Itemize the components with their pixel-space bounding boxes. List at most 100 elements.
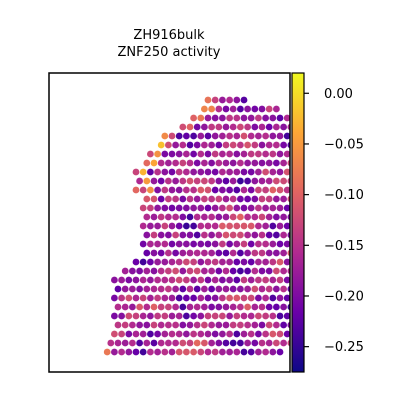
spot [269,204,277,212]
spot [251,267,259,275]
spot [157,177,165,185]
spot [255,312,262,320]
spot [165,195,172,203]
spot [305,187,312,194]
spot [222,231,230,239]
spot [154,294,162,302]
spot [132,312,140,320]
spot [172,249,180,257]
spot [280,339,287,347]
spot [150,303,158,311]
spot [168,294,176,302]
spot [208,231,216,239]
spot [226,150,234,158]
spot [139,330,147,338]
spot [215,141,223,149]
spot [147,186,154,194]
spot [208,249,216,257]
spot [172,177,180,185]
spot [147,312,154,320]
spot [240,204,248,212]
spot [219,276,226,284]
spot [226,240,234,248]
spot [215,267,223,275]
spot [125,330,133,338]
spot [201,321,208,329]
spot [197,330,205,338]
spot [211,240,219,248]
spot [193,321,201,329]
spot [143,213,151,221]
spot [233,114,241,122]
spot [247,168,255,176]
spot [258,123,266,131]
spot [139,168,147,176]
spot [215,231,223,239]
spot [309,196,316,203]
spot [229,285,237,293]
spot [190,348,198,356]
spot [265,123,273,131]
spot [204,222,212,230]
spot [208,339,216,347]
spot [215,285,223,293]
spot [276,150,284,158]
spot [240,240,248,248]
spot [139,348,147,356]
spot [229,321,237,329]
spot [111,330,118,338]
spot [161,276,169,284]
spot [280,213,287,221]
spot [175,276,183,284]
spot [165,213,172,221]
spot [143,195,151,203]
spot [273,267,280,275]
spot [165,231,172,239]
spot [222,195,230,203]
spot [240,222,248,230]
spot [269,186,277,194]
spot [240,186,248,194]
spot [193,159,201,167]
spot [190,150,198,158]
spot [240,330,248,338]
spot [161,204,169,212]
spot [276,276,284,284]
spot [125,348,133,356]
spot [143,321,151,329]
spot [251,231,259,239]
spot [157,339,165,347]
spot [129,303,136,311]
spot [147,276,154,284]
spot [265,177,273,185]
spot [276,348,284,356]
spot [179,303,187,311]
spot [139,222,147,230]
spot [276,186,284,194]
spot [165,141,172,149]
spot [229,123,237,131]
spot [147,150,154,158]
spot [247,258,255,266]
spot [193,123,201,131]
spot [251,213,259,221]
spot [175,132,183,140]
spot [132,294,140,302]
spot [161,150,169,158]
spot [208,303,216,311]
spot [190,294,198,302]
spot [186,249,194,257]
spot [143,303,151,311]
spot [283,312,290,320]
spot [204,186,212,194]
spot [215,177,223,185]
spot [201,105,208,113]
spot [183,204,190,212]
spot [118,348,125,356]
spot [255,114,262,122]
spot [273,105,280,113]
spot [157,159,165,167]
spot [204,312,212,320]
spot [283,330,290,338]
spot [265,213,273,221]
